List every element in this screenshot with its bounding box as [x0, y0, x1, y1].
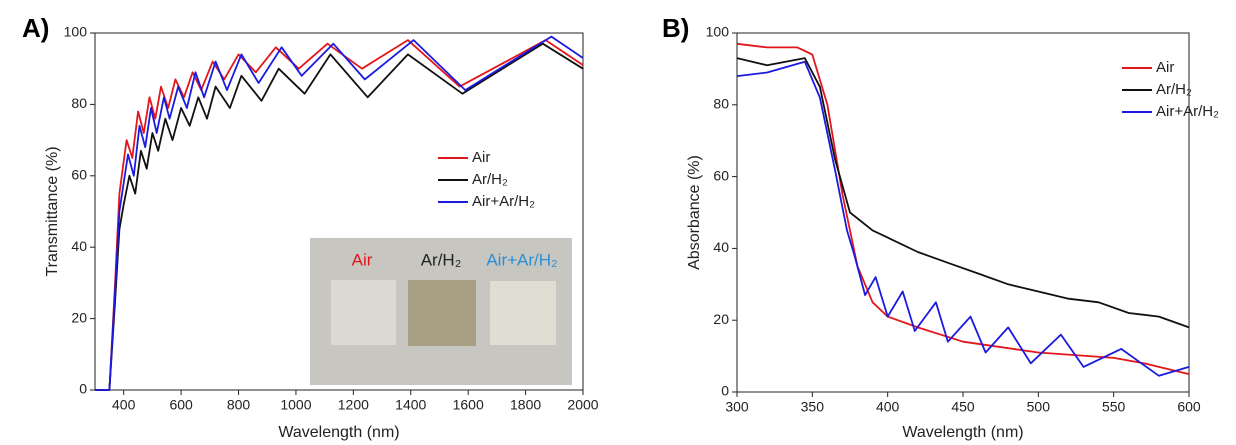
panel-label: A)	[22, 13, 49, 43]
sample-air-arh2	[490, 281, 556, 345]
x-tick-label: 1800	[510, 397, 541, 413]
x-tick-label: 1200	[338, 397, 369, 413]
x-tick-label: 550	[1102, 399, 1126, 415]
x-tick-label: 300	[725, 399, 749, 415]
x-tick-label: 1400	[395, 397, 426, 413]
x-tick-label: 400	[876, 399, 900, 415]
series-line	[736, 60, 1190, 377]
legend-label: Air	[472, 149, 490, 166]
y-tick-label: 60	[71, 167, 87, 183]
x-tick-label: 1600	[453, 397, 484, 413]
x-tick-label: 600	[1177, 399, 1201, 415]
x-tick-label: 350	[801, 399, 825, 415]
sample-arh2	[408, 280, 476, 346]
inset-label: Ar/H₂	[421, 250, 462, 269]
y-tick-label: 80	[71, 95, 87, 111]
x-tick-label: 450	[951, 399, 975, 415]
legend-label: Ar/H₂	[1156, 81, 1192, 98]
panel-label: B)	[662, 13, 689, 43]
y-axis-title: Absorbance (%)	[686, 155, 703, 270]
x-axis-title: Wavelength (nm)	[278, 424, 399, 441]
inset-label: Air	[352, 250, 373, 269]
x-tick-label: 800	[227, 397, 251, 413]
plot-frame	[94, 32, 584, 391]
y-axis-title: Transmittance (%)	[44, 146, 61, 276]
y-tick-label: 20	[713, 311, 729, 327]
x-tick-label: 1000	[280, 397, 311, 413]
series-line	[95, 39, 584, 391]
y-tick-label: 100	[706, 24, 730, 40]
y-tick-label: 80	[713, 96, 729, 112]
y-tick-label: 100	[64, 24, 88, 40]
series-line	[95, 35, 584, 391]
y-tick-label: 0	[721, 383, 729, 399]
series-line	[736, 57, 1190, 329]
plot-frame	[736, 32, 1190, 393]
legend-label: Air	[1156, 59, 1174, 76]
y-tick-label: 60	[713, 167, 729, 183]
sample-air	[331, 280, 396, 345]
y-tick-label: 0	[79, 381, 87, 397]
legend-label: Air+Ar/H₂	[1156, 103, 1219, 120]
y-tick-label: 40	[71, 238, 87, 254]
x-tick-label: 400	[112, 397, 136, 413]
series-line	[95, 42, 584, 391]
y-tick-label: 20	[71, 309, 87, 325]
x-axis-title: Wavelength (nm)	[902, 424, 1023, 441]
x-tick-label: 600	[169, 397, 193, 413]
legend-label: Air+Ar/H₂	[472, 193, 535, 210]
y-tick-label: 40	[713, 239, 729, 255]
x-tick-label: 500	[1027, 399, 1051, 415]
inset-label: Air+Ar/H₂	[486, 250, 557, 269]
legend-label: Ar/H₂	[472, 171, 508, 188]
series-line	[736, 42, 1190, 375]
x-tick-label: 2000	[567, 397, 598, 413]
